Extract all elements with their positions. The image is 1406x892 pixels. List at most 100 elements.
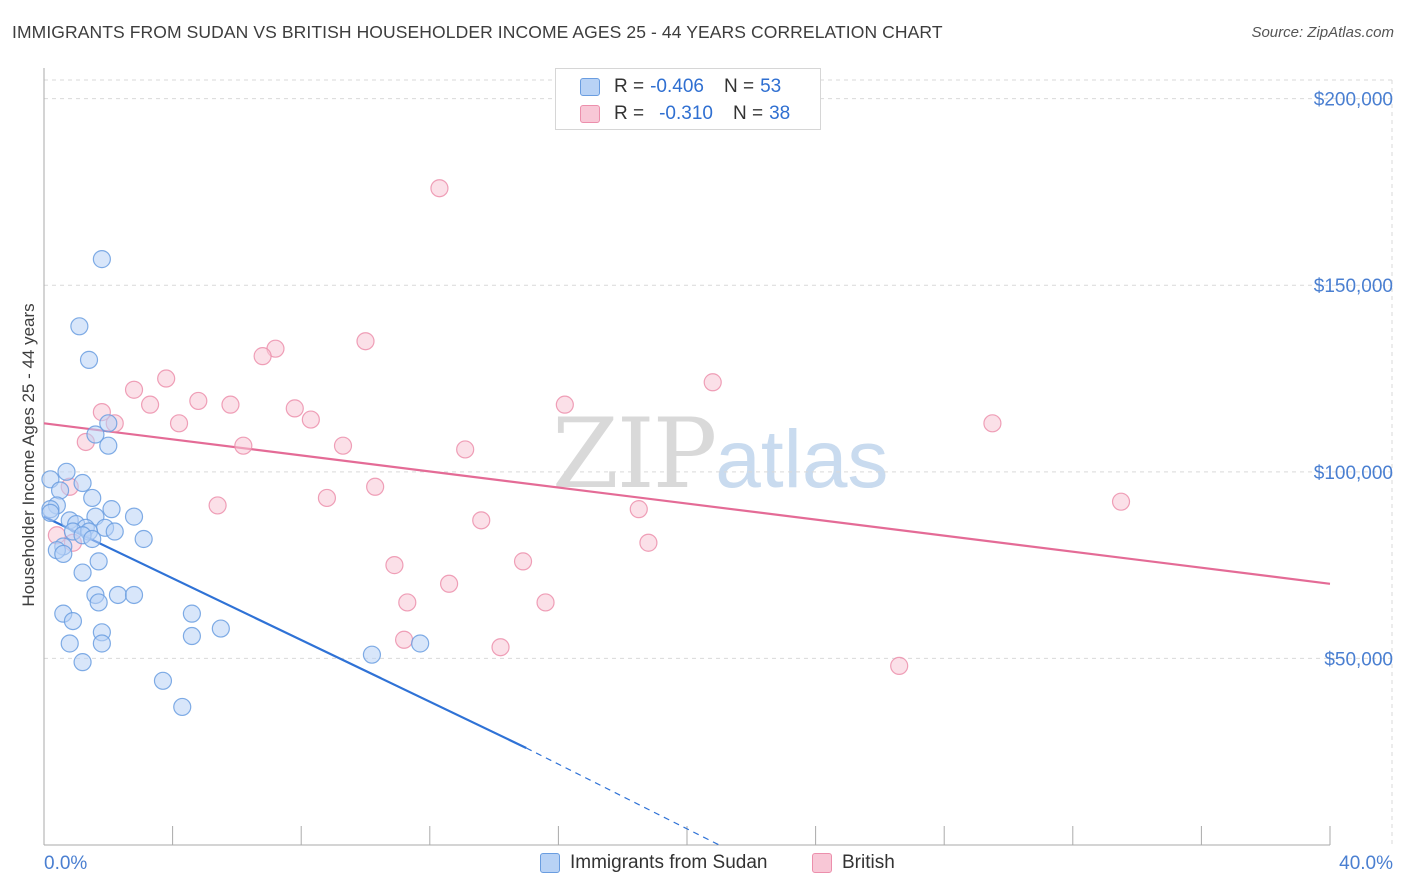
x-tick-label-min: 0.0% [44,853,87,874]
sudan-point [83,488,102,508]
y-tick-label: $100,000 [1314,463,1393,484]
british-point [366,477,385,496]
correlation-legend: R = -0.406 N = 53 R = -0.310 N = 38 [555,68,821,130]
legend-r-value: -0.406 [650,76,704,97]
british-point [333,436,353,455]
sudan-point [362,645,382,664]
legend-row-sudan: R = -0.406 N = 53 [580,75,781,99]
sudan-point [63,611,83,631]
sudan-point [89,593,108,612]
sudan-point [102,500,121,519]
british-point [169,414,189,433]
sudan-point [411,634,430,653]
british-point [124,380,144,399]
british-point [890,656,909,675]
x-tick-label-max: 40.0% [1339,853,1393,874]
sudan-trend-line [43,515,527,749]
legend-r-value: -0.310 [659,103,713,124]
british-point [639,533,658,552]
british-point [555,395,574,414]
legend-r-label: R = [614,103,645,124]
british-point [285,399,304,418]
legend-swatch-sudan [580,78,600,96]
sudan-point [57,462,76,481]
watermark-atlas: atlas [715,414,889,505]
y-tick-label: $200,000 [1314,90,1393,111]
sudan-point [124,507,144,526]
sudan-point [92,634,111,653]
british-point [491,638,510,657]
british-point [356,332,375,351]
chart-title: IMMIGRANTS FROM SUDAN VS BRITISH HOUSEHO… [12,22,943,42]
british-point [189,391,208,411]
sudan-point [54,544,73,564]
british-point [221,395,240,414]
british-point [983,414,1002,433]
grid-lines [44,79,1393,845]
british-point [472,511,491,530]
legend-n-value: 53 [760,76,782,97]
sudan-point [86,425,105,444]
british-point [385,556,404,575]
british-point [430,179,449,198]
series-legend-british: British [812,852,895,874]
british-trend-line [43,422,1331,585]
series-name-sudan: Immigrants from Sudan [570,852,768,873]
sudan-point [108,585,128,605]
sudan-point [182,604,201,623]
y-tick-label: $150,000 [1314,276,1393,297]
legend-swatch-british [580,105,600,123]
british-point [513,552,533,571]
british-point [394,630,414,649]
series-legend-sudan: Immigrants from Sudan [540,852,767,874]
y-axis-label: Householder Income Ages 25 - 44 years [19,303,38,606]
sudan-trend-extension [525,747,720,846]
legend-r-label: R = [614,76,645,97]
sudan-point [182,626,201,646]
british-point [703,373,722,392]
british-point [629,500,648,519]
sudan-point [99,414,118,433]
sudan-point [83,529,102,549]
sudan-point [124,585,144,605]
sudan-point [105,522,124,541]
british-point [456,440,475,459]
british-point [536,593,555,612]
british-point [301,410,320,429]
legend-row-british: R = -0.310 N = 38 [580,102,790,126]
sudan-point [99,436,118,455]
sudan-point [41,503,60,522]
sudan-point [73,473,92,493]
y-tick-label: $50,000 [1324,649,1393,670]
british-point [253,347,272,366]
british-point [140,395,160,414]
sudan-point [92,250,111,269]
sudan-point [89,552,108,571]
sudan-point [60,634,79,653]
data-points [41,179,1131,717]
sudan-point [153,671,173,690]
british-point [157,369,176,388]
sudan-point [73,653,92,672]
sudan-point [70,317,89,336]
series-swatch-british [812,853,832,873]
british-point [234,436,253,455]
sudan-point [73,563,92,582]
british-point [208,496,227,515]
tick-labels: $50,000 $100,000 $150,000 $200,000 0.0% 40.0% [44,90,1393,874]
legend-n-label: N = [723,76,755,97]
axes [43,68,1331,846]
series-name-british: British [842,852,895,873]
sudan-point [79,350,99,369]
source-label: Source: ZipAtlas.com [1251,24,1394,41]
watermark-zip: ZIP [552,398,717,510]
legend-n-label: N = [732,103,764,124]
sudan-point [211,619,230,638]
british-point [439,574,459,593]
sudan-point [173,697,192,717]
legend-n-value: 38 [769,103,791,124]
trend-lines [43,422,1331,846]
british-point [398,593,417,612]
zipatlas-watermark: ZIPatlas [552,398,888,510]
